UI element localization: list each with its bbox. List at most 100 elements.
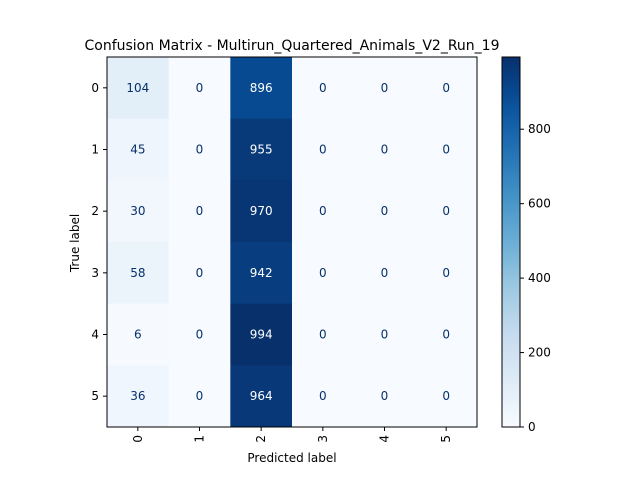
cell-0-2	[230, 57, 293, 120]
cell-2-0	[107, 180, 170, 243]
x-tick-label-1: 1	[193, 435, 207, 443]
y-tick-label-0: 0	[91, 81, 99, 95]
x-axis-ticks: 0 1 2 3 4 5	[131, 427, 453, 443]
cell-3-2	[230, 242, 293, 305]
cell-label-4-1: 0	[196, 328, 204, 342]
cell-label-5-1: 0	[196, 389, 204, 403]
cell-5-4	[353, 365, 416, 428]
cell-label-4-0: 6	[134, 328, 142, 342]
colorbar-tick-label-0: 0	[528, 420, 536, 434]
chart-title: Confusion Matrix - Multirun_Quartered_An…	[84, 38, 499, 54]
cell-5-1	[168, 365, 231, 428]
cell-label-2-0: 30	[130, 204, 145, 218]
cell-2-2	[230, 180, 293, 243]
y-tick-label-5: 5	[91, 389, 99, 403]
cell-label-5-5: 0	[442, 389, 450, 403]
cell-2-4	[353, 180, 416, 243]
cell-5-3	[292, 365, 355, 428]
cell-label-4-4: 0	[381, 328, 389, 342]
cell-label-3-1: 0	[196, 266, 204, 280]
cell-3-4	[353, 242, 416, 305]
cell-3-3	[292, 242, 355, 305]
cell-label-3-2: 942	[250, 266, 273, 280]
cell-0-5	[415, 57, 478, 120]
cell-label-4-2: 994	[250, 328, 273, 342]
cell-label-2-1: 0	[196, 204, 204, 218]
y-tick-label-3: 3	[91, 266, 99, 280]
cell-label-3-5: 0	[442, 266, 450, 280]
cell-2-5	[415, 180, 478, 243]
x-axis-label: Predicted label	[247, 451, 336, 465]
plot-frame	[106, 56, 478, 428]
cell-label-0-0: 104	[126, 81, 149, 95]
cell-label-5-3: 0	[319, 389, 327, 403]
cell-label-4-3: 0	[319, 328, 327, 342]
cell-4-3	[292, 303, 355, 366]
cell-label-5-2: 964	[250, 389, 273, 403]
cell-2-1	[168, 180, 231, 243]
cell-label-1-5: 0	[442, 143, 450, 157]
matrix-cell-labels: 104 0 896 0 0 0 45 0 955 0 0 0 30 0 970 0 0 0 58 0 942 0 0 0 6 0 9…	[126, 81, 450, 403]
cell-4-0	[107, 303, 170, 366]
cell-1-0	[107, 118, 170, 181]
cell-label-1-4: 0	[381, 143, 389, 157]
cell-5-5	[415, 365, 478, 428]
cell-label-1-2: 955	[250, 143, 273, 157]
cell-label-1-1: 0	[196, 143, 204, 157]
cell-label-5-4: 0	[381, 389, 389, 403]
y-tick-label-4: 4	[91, 328, 99, 342]
cell-label-1-3: 0	[319, 143, 327, 157]
cell-3-5	[415, 242, 478, 305]
y-tick-label-1: 1	[91, 143, 99, 157]
cell-label-3-3: 0	[319, 266, 327, 280]
colorbar: 0 200 400 600 800	[501, 56, 551, 434]
cell-2-3	[292, 180, 355, 243]
cell-label-3-0: 58	[130, 266, 145, 280]
cell-5-0	[107, 365, 170, 428]
colorbar-tick-label-1: 200	[528, 346, 551, 360]
colorbar-tick-label-2: 400	[528, 271, 551, 285]
cell-label-5-0: 36	[130, 389, 145, 403]
x-tick-label-4: 4	[378, 435, 392, 443]
matrix-cells	[107, 57, 478, 428]
cell-label-0-4: 0	[381, 81, 389, 95]
cell-label-2-2: 970	[250, 204, 273, 218]
x-tick-label-3: 3	[316, 435, 330, 443]
cell-4-2	[230, 303, 293, 366]
cell-1-1	[168, 118, 231, 181]
cell-1-2	[230, 118, 293, 181]
cell-3-1	[168, 242, 231, 305]
y-axis-label: True label	[68, 214, 82, 273]
cell-4-4	[353, 303, 416, 366]
cell-0-4	[353, 57, 416, 120]
cell-5-2	[230, 365, 293, 428]
cell-label-0-1: 0	[196, 81, 204, 95]
cell-0-0	[107, 57, 170, 120]
x-tick-label-0: 0	[131, 435, 145, 443]
cell-label-3-4: 0	[381, 266, 389, 280]
cell-label-1-0: 45	[130, 143, 145, 157]
cell-0-1	[168, 57, 231, 120]
cell-4-5	[415, 303, 478, 366]
cell-label-2-5: 0	[442, 204, 450, 218]
cell-0-3	[292, 57, 355, 120]
cell-3-0	[107, 242, 170, 305]
y-axis-ticks: 0 1 2 3 4 5	[91, 81, 107, 403]
cell-label-2-4: 0	[381, 204, 389, 218]
x-tick-label-5: 5	[439, 435, 453, 443]
cell-label-2-3: 0	[319, 204, 327, 218]
cell-1-4	[353, 118, 416, 181]
colorbar-gradient	[501, 56, 521, 428]
cell-1-3	[292, 118, 355, 181]
cell-1-5	[415, 118, 478, 181]
cell-4-1	[168, 303, 231, 366]
cell-label-0-2: 896	[250, 81, 273, 95]
colorbar-tick-label-4: 800	[528, 122, 551, 136]
cell-label-4-5: 0	[442, 328, 450, 342]
cell-label-0-5: 0	[442, 81, 450, 95]
colorbar-tick-label-3: 600	[528, 197, 551, 211]
y-tick-label-2: 2	[91, 204, 99, 218]
cell-label-0-3: 0	[319, 81, 327, 95]
